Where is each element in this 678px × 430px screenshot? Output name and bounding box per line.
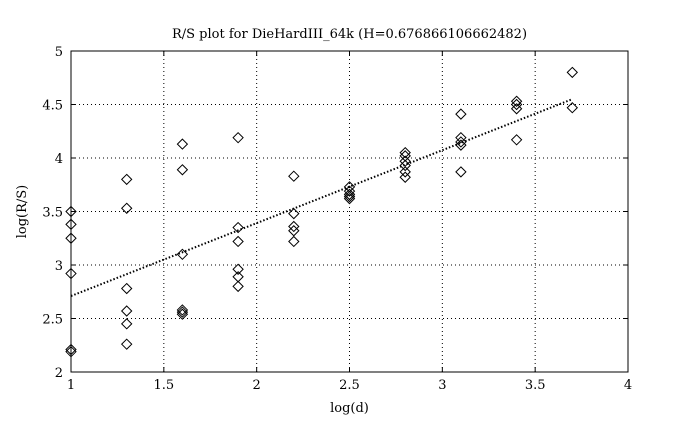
data-point-diamond <box>65 218 77 231</box>
fit-line <box>70 98 573 297</box>
y-tick-label: 2.5 <box>42 313 63 328</box>
data-point-diamond <box>343 192 356 205</box>
x-tick-label: 2 <box>253 378 261 393</box>
x-tick-label: 1.5 <box>153 378 174 393</box>
data-point-diamond <box>288 207 300 220</box>
axis-ticks <box>70 50 629 373</box>
grid-lines <box>71 51 628 372</box>
y-tick-label: 4.5 <box>42 99 63 114</box>
x-tick-label: 1 <box>67 378 75 393</box>
data-point-diamond <box>288 220 300 233</box>
data-point-diamond <box>455 131 467 144</box>
data-point-diamond <box>232 131 244 144</box>
data-point-diamond <box>120 173 133 186</box>
x-axis-label: log(d) <box>330 401 369 416</box>
data-point-diamond <box>510 134 523 146</box>
data-point-diamond <box>455 108 467 120</box>
data-point-diamond <box>120 282 133 295</box>
y-tick-label: 5 <box>55 45 63 60</box>
data-point-diamond <box>176 308 189 320</box>
x-tick-label: 3.5 <box>525 378 546 393</box>
data-point-diamond <box>65 232 77 244</box>
data-point-diamond <box>455 136 467 148</box>
y-axis-label: log(R/S) <box>15 185 30 239</box>
data-point-diamond <box>176 138 189 150</box>
data-point-diamond <box>343 188 356 201</box>
data-point-diamond <box>399 166 411 178</box>
x-tick-label: 4 <box>624 378 632 393</box>
data-point-diamond <box>343 190 356 203</box>
data-points <box>65 66 579 358</box>
data-point-diamond <box>120 338 133 350</box>
data-point-diamond <box>65 205 77 218</box>
data-point-diamond <box>455 166 467 178</box>
x-tick-label: 2.5 <box>339 378 360 393</box>
data-point-diamond <box>288 170 300 182</box>
fit-line-group <box>70 98 573 297</box>
y-tick-label: 2 <box>55 366 63 381</box>
data-point-diamond <box>566 102 579 114</box>
data-point-diamond <box>343 185 356 197</box>
data-point-diamond <box>120 305 133 317</box>
data-point-diamond <box>399 171 411 183</box>
data-point-diamond <box>120 202 133 214</box>
data-point-diamond <box>510 95 523 107</box>
data-point-diamond <box>65 267 77 280</box>
data-point-diamond <box>232 280 244 293</box>
data-point-diamond <box>399 146 411 159</box>
data-point-diamond <box>399 159 411 172</box>
data-point-diamond <box>176 248 189 261</box>
y-tick-label: 3 <box>55 259 63 274</box>
data-point-diamond <box>232 221 244 234</box>
data-point-diamond <box>510 98 523 111</box>
y-tick-label: 3.5 <box>42 206 63 221</box>
y-tick-label: 4 <box>55 152 63 167</box>
data-point-diamond <box>510 103 523 115</box>
x-tick-labels: 1 1.5 2 2.5 3 3.5 4 <box>67 378 632 393</box>
data-point-diamond <box>566 66 579 79</box>
y-tick-labels: 2 2.5 3 3.5 4 4.5 5 <box>42 45 63 381</box>
data-point-diamond <box>455 139 467 151</box>
data-point-diamond <box>65 343 77 356</box>
data-point-diamond <box>65 345 77 358</box>
data-point-diamond <box>176 306 189 318</box>
data-point-diamond <box>120 318 133 330</box>
x-tick-label: 3 <box>438 378 446 393</box>
chart-title: R/S plot for DieHardIII_64k (H=0.6768661… <box>172 27 527 42</box>
data-point-diamond <box>232 235 244 248</box>
data-point-diamond <box>288 235 300 248</box>
data-point-diamond <box>232 263 244 275</box>
data-point-diamond <box>176 304 189 316</box>
data-point-diamond <box>176 164 189 176</box>
